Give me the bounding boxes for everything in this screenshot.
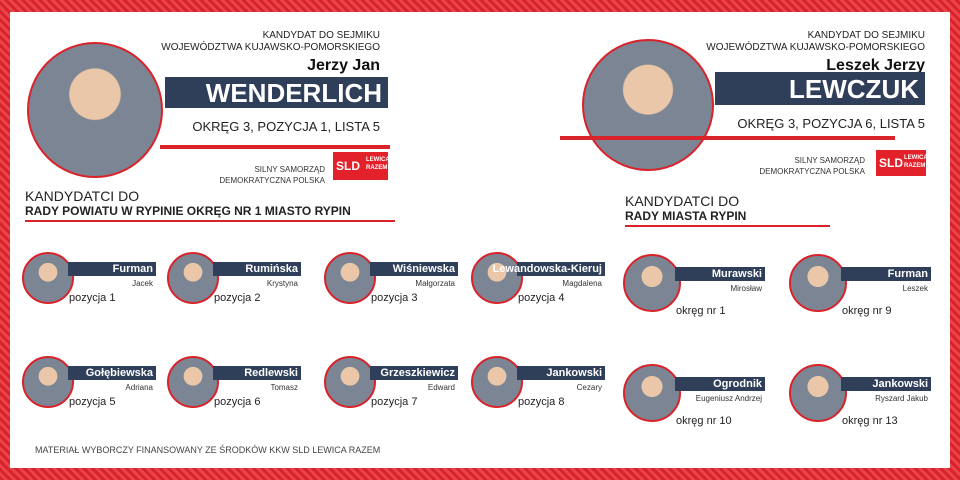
candidate-first-name: Eugeniusz Andrzej: [695, 394, 762, 403]
logo-box: [333, 152, 388, 180]
logo-side: LEWICA RAZEM: [904, 155, 928, 169]
poster-body: KANDYDAT DO SEJMIKU WOJEWÓDZTWA KUJAWSKO-…: [10, 12, 950, 468]
logo-main: SLD: [879, 156, 903, 170]
red-rule: [160, 145, 390, 149]
candidate-first-name: Leszek: [902, 284, 928, 293]
name-bar: [517, 366, 605, 380]
candidate-photo: [324, 356, 376, 408]
candidate-first-name: Ryszard Jakub: [875, 394, 928, 403]
office-line: WOJEWÓDZTWA KUJAWSKO-POMORSKIEGO: [706, 42, 925, 53]
name-bar: [370, 366, 458, 380]
candidate-position: pozycja 3: [371, 292, 418, 304]
name-bar: [370, 262, 458, 276]
candidate-first-name: Mirosław: [730, 284, 762, 293]
candidate-surname: Grzeszkiewicz: [380, 367, 455, 379]
candidate-photo: [789, 364, 847, 422]
surname: LEWCZUK: [789, 74, 919, 104]
name-bar: [68, 366, 156, 380]
candidate-position: okręg nr 10: [676, 415, 732, 427]
section-subheading: RADY POWIATU W RYPINIE OKRĘG NR 1 MIASTO…: [25, 204, 351, 218]
section-rule: [25, 220, 395, 222]
candidate-position: okręg nr 1: [676, 305, 726, 317]
candidate-first-name: Edward: [427, 383, 455, 392]
surname-bar: [165, 77, 388, 108]
footer: MATERIAŁ WYBORCZY FINANSOWANY ZE ŚRODKÓW…: [35, 445, 381, 455]
name-bar: [517, 262, 605, 276]
candidate-first-name: Tomasz: [270, 383, 298, 392]
section-subheading: RADY MIASTA RYPIN: [625, 209, 747, 223]
name-bar: [675, 377, 765, 391]
candidate-surname: Jankowski: [546, 367, 602, 379]
surname: WENDERLICH: [205, 78, 382, 108]
candidate-photo: [324, 252, 376, 304]
name-bar: [213, 262, 301, 276]
candidate-position: pozycja 7: [371, 396, 418, 408]
candidate-position: okręg nr 13: [842, 415, 898, 427]
name-bar: [68, 262, 156, 276]
candidate-photo: [623, 254, 681, 312]
candidate-position: pozycja 4: [518, 292, 565, 304]
candidate-photo: [471, 356, 523, 408]
candidate-position: okręg nr 9: [842, 305, 892, 317]
section-rule: [625, 225, 830, 227]
candidate-surname: Jankowski: [872, 378, 928, 390]
logo-side: LEWICA RAZEM: [366, 157, 390, 171]
office-line: KANDYDAT DO SEJMIKU: [807, 30, 925, 41]
candidate-position: pozycja 1: [69, 292, 116, 304]
candidate-surname: Gołębiewska: [85, 367, 153, 379]
first-names: Leszek Jerzy: [826, 57, 925, 74]
section-heading: KANDYDATCI DO: [625, 193, 740, 209]
candidate-surname: Redlewski: [244, 367, 298, 379]
main-photo: [582, 39, 714, 171]
candidate-surname: Wiśniewska: [392, 263, 455, 275]
slogan: DEMOKRATYCZNA POLSKA: [759, 167, 865, 176]
logo-box: [876, 150, 926, 176]
candidate-position: pozycja 5: [69, 396, 116, 408]
slogan: SILNY SAMORZĄD: [254, 165, 325, 174]
candidate-surname: Murawski: [711, 268, 762, 280]
name-bar: [841, 377, 931, 391]
listing: OKRĘG 3, POZYCJA 6, LISTA 5: [737, 116, 925, 131]
name-bar: [675, 267, 765, 281]
candidate-first-name: Krystyna: [266, 279, 298, 288]
candidate-photo: [471, 252, 523, 304]
slogan: DEMOKRATYCZNA POLSKA: [219, 176, 325, 185]
name-bar: [213, 366, 301, 380]
candidate-surname: Furman: [887, 268, 928, 280]
candidate-photo: [789, 254, 847, 312]
first-names: Jerzy Jan: [307, 57, 380, 74]
candidate-photo: [167, 356, 219, 408]
candidate-photo: [22, 252, 74, 304]
office-line: WOJEWÓDZTWA KUJAWSKO-POMORSKIEGO: [161, 42, 380, 53]
candidate-first-name: Małgorzata: [415, 279, 455, 288]
logo-main: SLD: [336, 159, 360, 173]
main-photo: [27, 42, 163, 178]
candidate-first-name: Magdalena: [562, 279, 602, 288]
candidate-position: pozycja 2: [214, 292, 261, 304]
candidate-first-name: Jacek: [132, 279, 153, 288]
candidate-photo: [167, 252, 219, 304]
candidate-surname: Lewandowska-Kieruj: [492, 263, 602, 275]
candidate-first-name: Cezary: [576, 383, 602, 392]
candidate-position: pozycja 6: [214, 396, 261, 408]
red-rule: [560, 136, 895, 140]
candidate-surname: Ogrodnik: [713, 378, 762, 390]
name-bar: [841, 267, 931, 281]
candidate-surname: Furman: [112, 263, 153, 275]
candidate-first-name: Adriana: [125, 383, 153, 392]
slogan: SILNY SAMORZĄD: [794, 156, 865, 165]
section-heading: KANDYDATCI DO: [25, 188, 140, 204]
candidate-photo: [623, 364, 681, 422]
candidate-surname: Rumińska: [245, 263, 298, 275]
listing: OKRĘG 3, POZYCJA 1, LISTA 5: [192, 119, 380, 134]
candidate-photo: [22, 356, 74, 408]
surname-bar: [715, 72, 925, 105]
office-line: KANDYDAT DO SEJMIKU: [262, 30, 380, 41]
candidate-position: pozycja 8: [518, 396, 565, 408]
